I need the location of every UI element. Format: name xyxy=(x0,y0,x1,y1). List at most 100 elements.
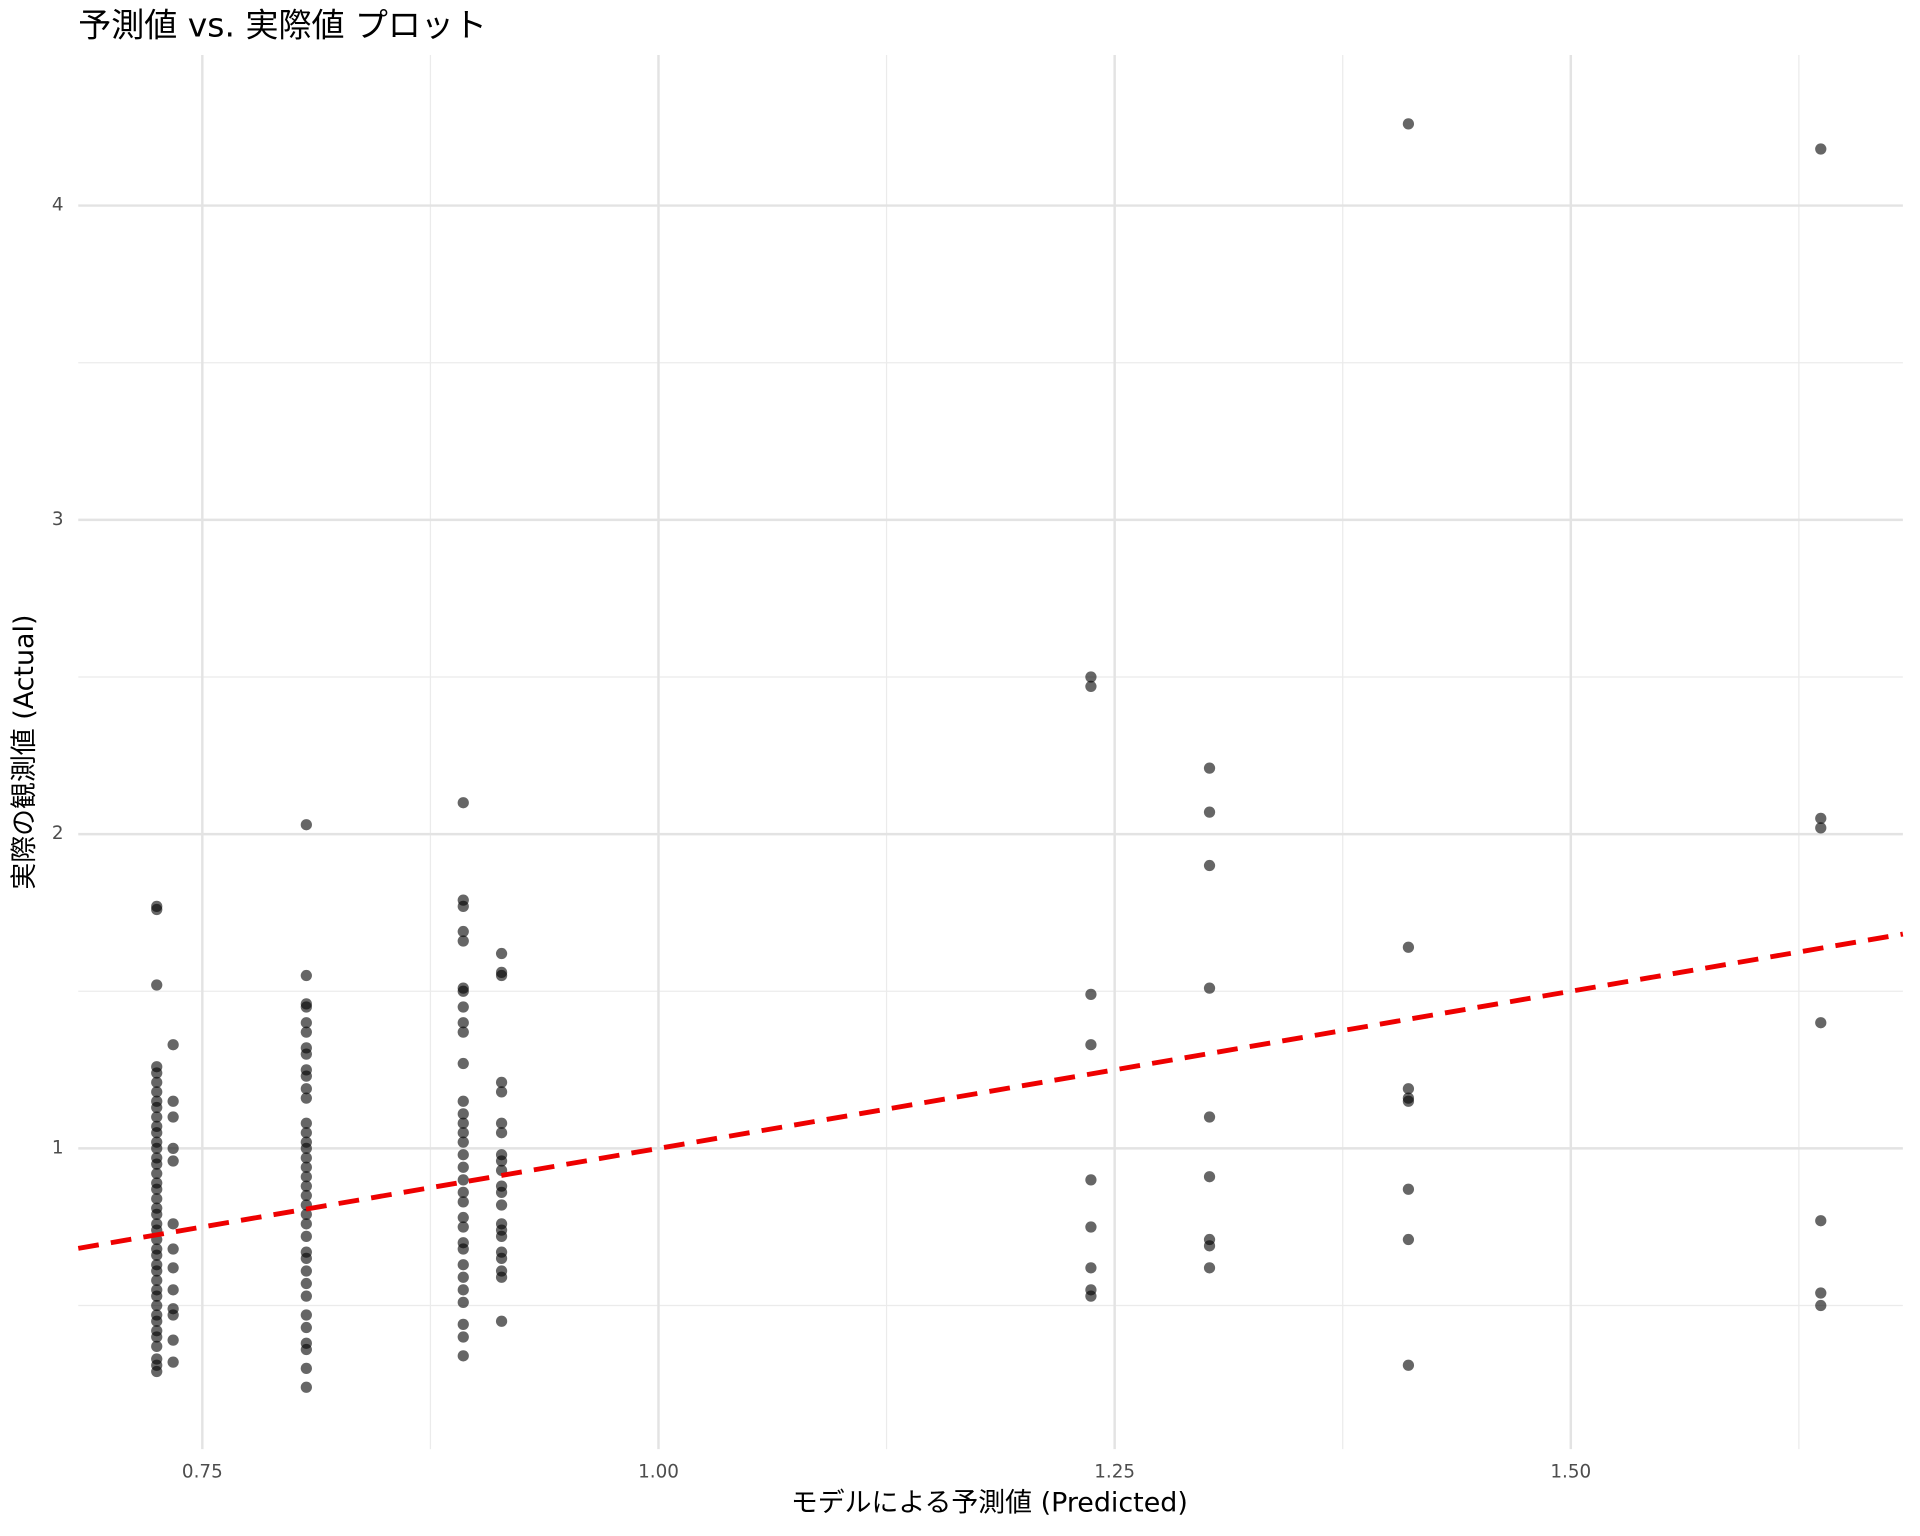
point xyxy=(457,1318,469,1331)
point xyxy=(495,1127,508,1139)
x-tick-label: 1.25 xyxy=(1094,1461,1135,1482)
point xyxy=(167,1309,179,1321)
point xyxy=(457,1108,469,1120)
point xyxy=(300,1189,312,1202)
point xyxy=(1203,982,1216,994)
point xyxy=(457,797,469,809)
y-axis-title: 実際の観測値 (Actual) xyxy=(9,615,40,890)
point xyxy=(300,1218,312,1230)
point xyxy=(1085,1221,1097,1233)
point xyxy=(495,1117,508,1129)
point xyxy=(151,1274,163,1287)
point xyxy=(300,1142,312,1155)
point xyxy=(495,1315,508,1327)
point xyxy=(1203,1111,1216,1123)
point xyxy=(457,900,469,913)
point xyxy=(151,1249,163,1261)
point xyxy=(300,1362,312,1375)
point xyxy=(457,1017,469,1029)
point xyxy=(167,1039,179,1051)
point xyxy=(300,969,312,982)
point xyxy=(1203,859,1216,872)
point xyxy=(457,1221,469,1233)
point xyxy=(495,1086,508,1098)
point xyxy=(457,1174,469,1186)
point xyxy=(300,1083,312,1095)
point xyxy=(495,1076,508,1089)
point xyxy=(495,1199,508,1211)
point xyxy=(1085,988,1097,1001)
point xyxy=(1815,822,1827,834)
x-axis-title: モデルによる予測値 (Predicted) xyxy=(791,1488,1188,1519)
point xyxy=(1815,1215,1827,1227)
point xyxy=(1815,1299,1827,1312)
point xyxy=(151,1299,163,1312)
point xyxy=(457,1026,469,1038)
point xyxy=(300,1230,312,1243)
point xyxy=(1815,812,1827,825)
point xyxy=(457,1127,469,1139)
point xyxy=(151,1208,163,1221)
point xyxy=(1815,1287,1827,1299)
point xyxy=(457,1271,469,1283)
point xyxy=(300,1343,312,1356)
point xyxy=(457,1149,469,1161)
point xyxy=(457,1243,469,1255)
point xyxy=(151,1167,163,1180)
point xyxy=(151,1315,163,1327)
y-tick-label: 3 xyxy=(52,509,64,530)
point xyxy=(1402,941,1415,953)
point xyxy=(1085,1039,1097,1051)
point xyxy=(151,1127,163,1139)
point xyxy=(151,1193,163,1205)
point xyxy=(495,1271,508,1283)
point xyxy=(1402,1233,1415,1246)
point xyxy=(300,1265,312,1277)
point xyxy=(457,1284,469,1296)
point xyxy=(300,819,312,831)
point xyxy=(1203,806,1216,818)
point xyxy=(457,1211,469,1224)
marks xyxy=(77,118,1904,1393)
point xyxy=(167,1111,179,1123)
point xyxy=(300,1321,312,1334)
point xyxy=(1203,1262,1216,1274)
point xyxy=(457,1331,469,1343)
point xyxy=(1203,1240,1216,1252)
point xyxy=(300,1026,312,1038)
x-tick-label: 1.00 xyxy=(638,1461,679,1482)
point xyxy=(1402,118,1415,130)
y-tick-label: 2 xyxy=(52,823,64,844)
point xyxy=(167,1356,179,1368)
point xyxy=(151,1111,163,1123)
point xyxy=(1402,1183,1415,1195)
point xyxy=(300,1017,312,1029)
identity-line xyxy=(77,931,1904,1251)
point xyxy=(151,903,163,916)
point xyxy=(457,1057,469,1070)
point xyxy=(151,1158,163,1170)
point xyxy=(167,1243,179,1255)
point xyxy=(300,1092,312,1104)
point xyxy=(1085,1174,1097,1186)
point xyxy=(151,1101,163,1114)
point xyxy=(300,1152,312,1164)
point xyxy=(151,1183,163,1195)
x-tick-label: 0.75 xyxy=(182,1461,223,1482)
y-tick-label: 1 xyxy=(52,1137,64,1158)
point xyxy=(151,1331,163,1343)
point xyxy=(151,1142,163,1155)
point xyxy=(151,1365,163,1378)
point xyxy=(1085,1262,1097,1274)
point xyxy=(300,1208,312,1221)
point xyxy=(151,1265,163,1277)
point xyxy=(151,1290,163,1302)
point xyxy=(457,1196,469,1208)
point xyxy=(495,1186,508,1199)
point xyxy=(167,1095,179,1107)
point xyxy=(457,1161,469,1173)
point xyxy=(300,1161,312,1173)
y-tick-label: 4 xyxy=(52,195,64,216)
